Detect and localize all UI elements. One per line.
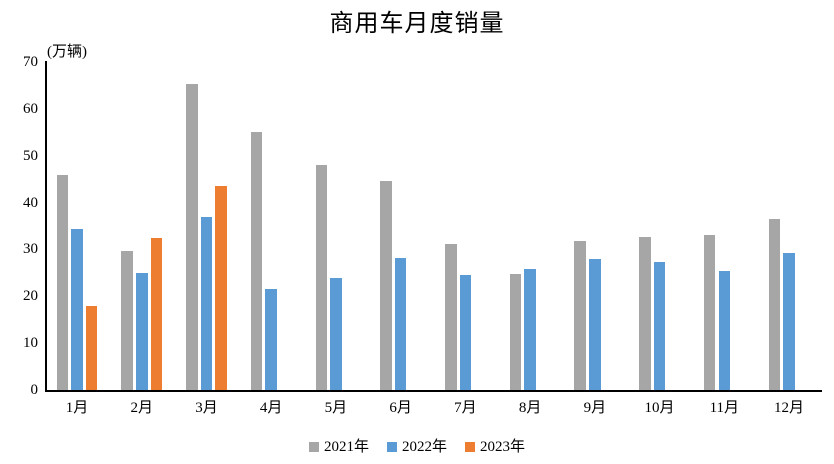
legend-swatch-icon xyxy=(308,442,319,452)
legend-swatch-icon xyxy=(386,442,397,452)
x-tick-label: 9月 xyxy=(583,400,607,416)
bar-2022年-9月 xyxy=(589,258,601,390)
bar-2021年-5月 xyxy=(315,164,328,390)
legend-label: 2021年 xyxy=(323,439,369,455)
bar-2021年-1月 xyxy=(56,174,69,390)
bar-2022年-12月 xyxy=(783,253,795,390)
bar-2021年-2月 xyxy=(121,250,133,390)
y-tick-label: 50 xyxy=(23,147,38,164)
legend-label: 2023年 xyxy=(480,439,526,455)
x-tick-label: 4月 xyxy=(259,400,283,416)
x-tick-label: 10月 xyxy=(644,400,675,416)
bar-2023年-1月 xyxy=(85,305,98,390)
bar-2021年-11月 xyxy=(703,235,716,390)
bar-2021年-10月 xyxy=(639,237,651,390)
bar-2022年-5月 xyxy=(330,278,342,390)
bar-2021年-3月 xyxy=(186,84,198,390)
x-tick-label: 11月 xyxy=(709,400,740,416)
y-axis-line xyxy=(45,61,47,390)
y-tick-label: 60 xyxy=(23,100,38,117)
bar-2022年-1月 xyxy=(71,229,83,390)
x-tick-label: 5月 xyxy=(324,400,348,416)
bar-2022年-7月 xyxy=(459,274,472,390)
y-tick-label: 20 xyxy=(23,288,38,305)
y-tick-label: 30 xyxy=(23,241,38,258)
chart-legend: 2021年 2022年 2023年 xyxy=(0,438,834,456)
x-tick-label: 2月 xyxy=(130,400,153,416)
legend-swatch-icon xyxy=(465,442,475,452)
bar-2022年-2月 xyxy=(135,272,148,390)
y-tick-label: 40 xyxy=(23,194,38,211)
bar-2021年-12月 xyxy=(768,219,781,390)
y-tick-label: 70 xyxy=(23,54,38,70)
legend-item-2021年: 2021年 xyxy=(308,438,369,456)
bar-2021年-9月 xyxy=(574,240,587,390)
chart-title: 商用车月度销量 xyxy=(329,11,505,37)
bar-2021年-7月 xyxy=(444,243,457,390)
x-tick-label: 8月 xyxy=(518,400,542,416)
bar-2021年-6月 xyxy=(380,181,392,390)
x-axis-line xyxy=(45,390,822,392)
x-tick-label: 1月 xyxy=(65,400,89,416)
bar-2021年-4月 xyxy=(250,131,263,390)
bar-2022年-3月 xyxy=(200,216,213,390)
x-tick-label: 3月 xyxy=(195,400,218,416)
bar-2022年-6月 xyxy=(394,258,407,390)
legend-item-2022年: 2022年 xyxy=(386,438,447,456)
y-axis-unit-label: (万辆) xyxy=(47,44,87,60)
bar-2022年-8月 xyxy=(524,268,536,390)
bar-2023年-2月 xyxy=(150,238,163,390)
bar-2022年-10月 xyxy=(653,262,666,390)
y-tick-label: 0 xyxy=(30,382,39,398)
legend-item-2023年: 2023年 xyxy=(465,438,525,456)
legend-label: 2022年 xyxy=(401,439,447,455)
bar-2021年-8月 xyxy=(509,273,522,390)
bar-2022年-11月 xyxy=(718,270,731,390)
bar-2022年-4月 xyxy=(265,288,277,390)
x-tick-label: 12月 xyxy=(774,400,805,416)
x-tick-label: 6月 xyxy=(389,400,412,416)
bar-2023年-3月 xyxy=(215,185,227,390)
y-tick-label: 10 xyxy=(23,335,38,352)
x-tick-label: 7月 xyxy=(454,400,477,416)
